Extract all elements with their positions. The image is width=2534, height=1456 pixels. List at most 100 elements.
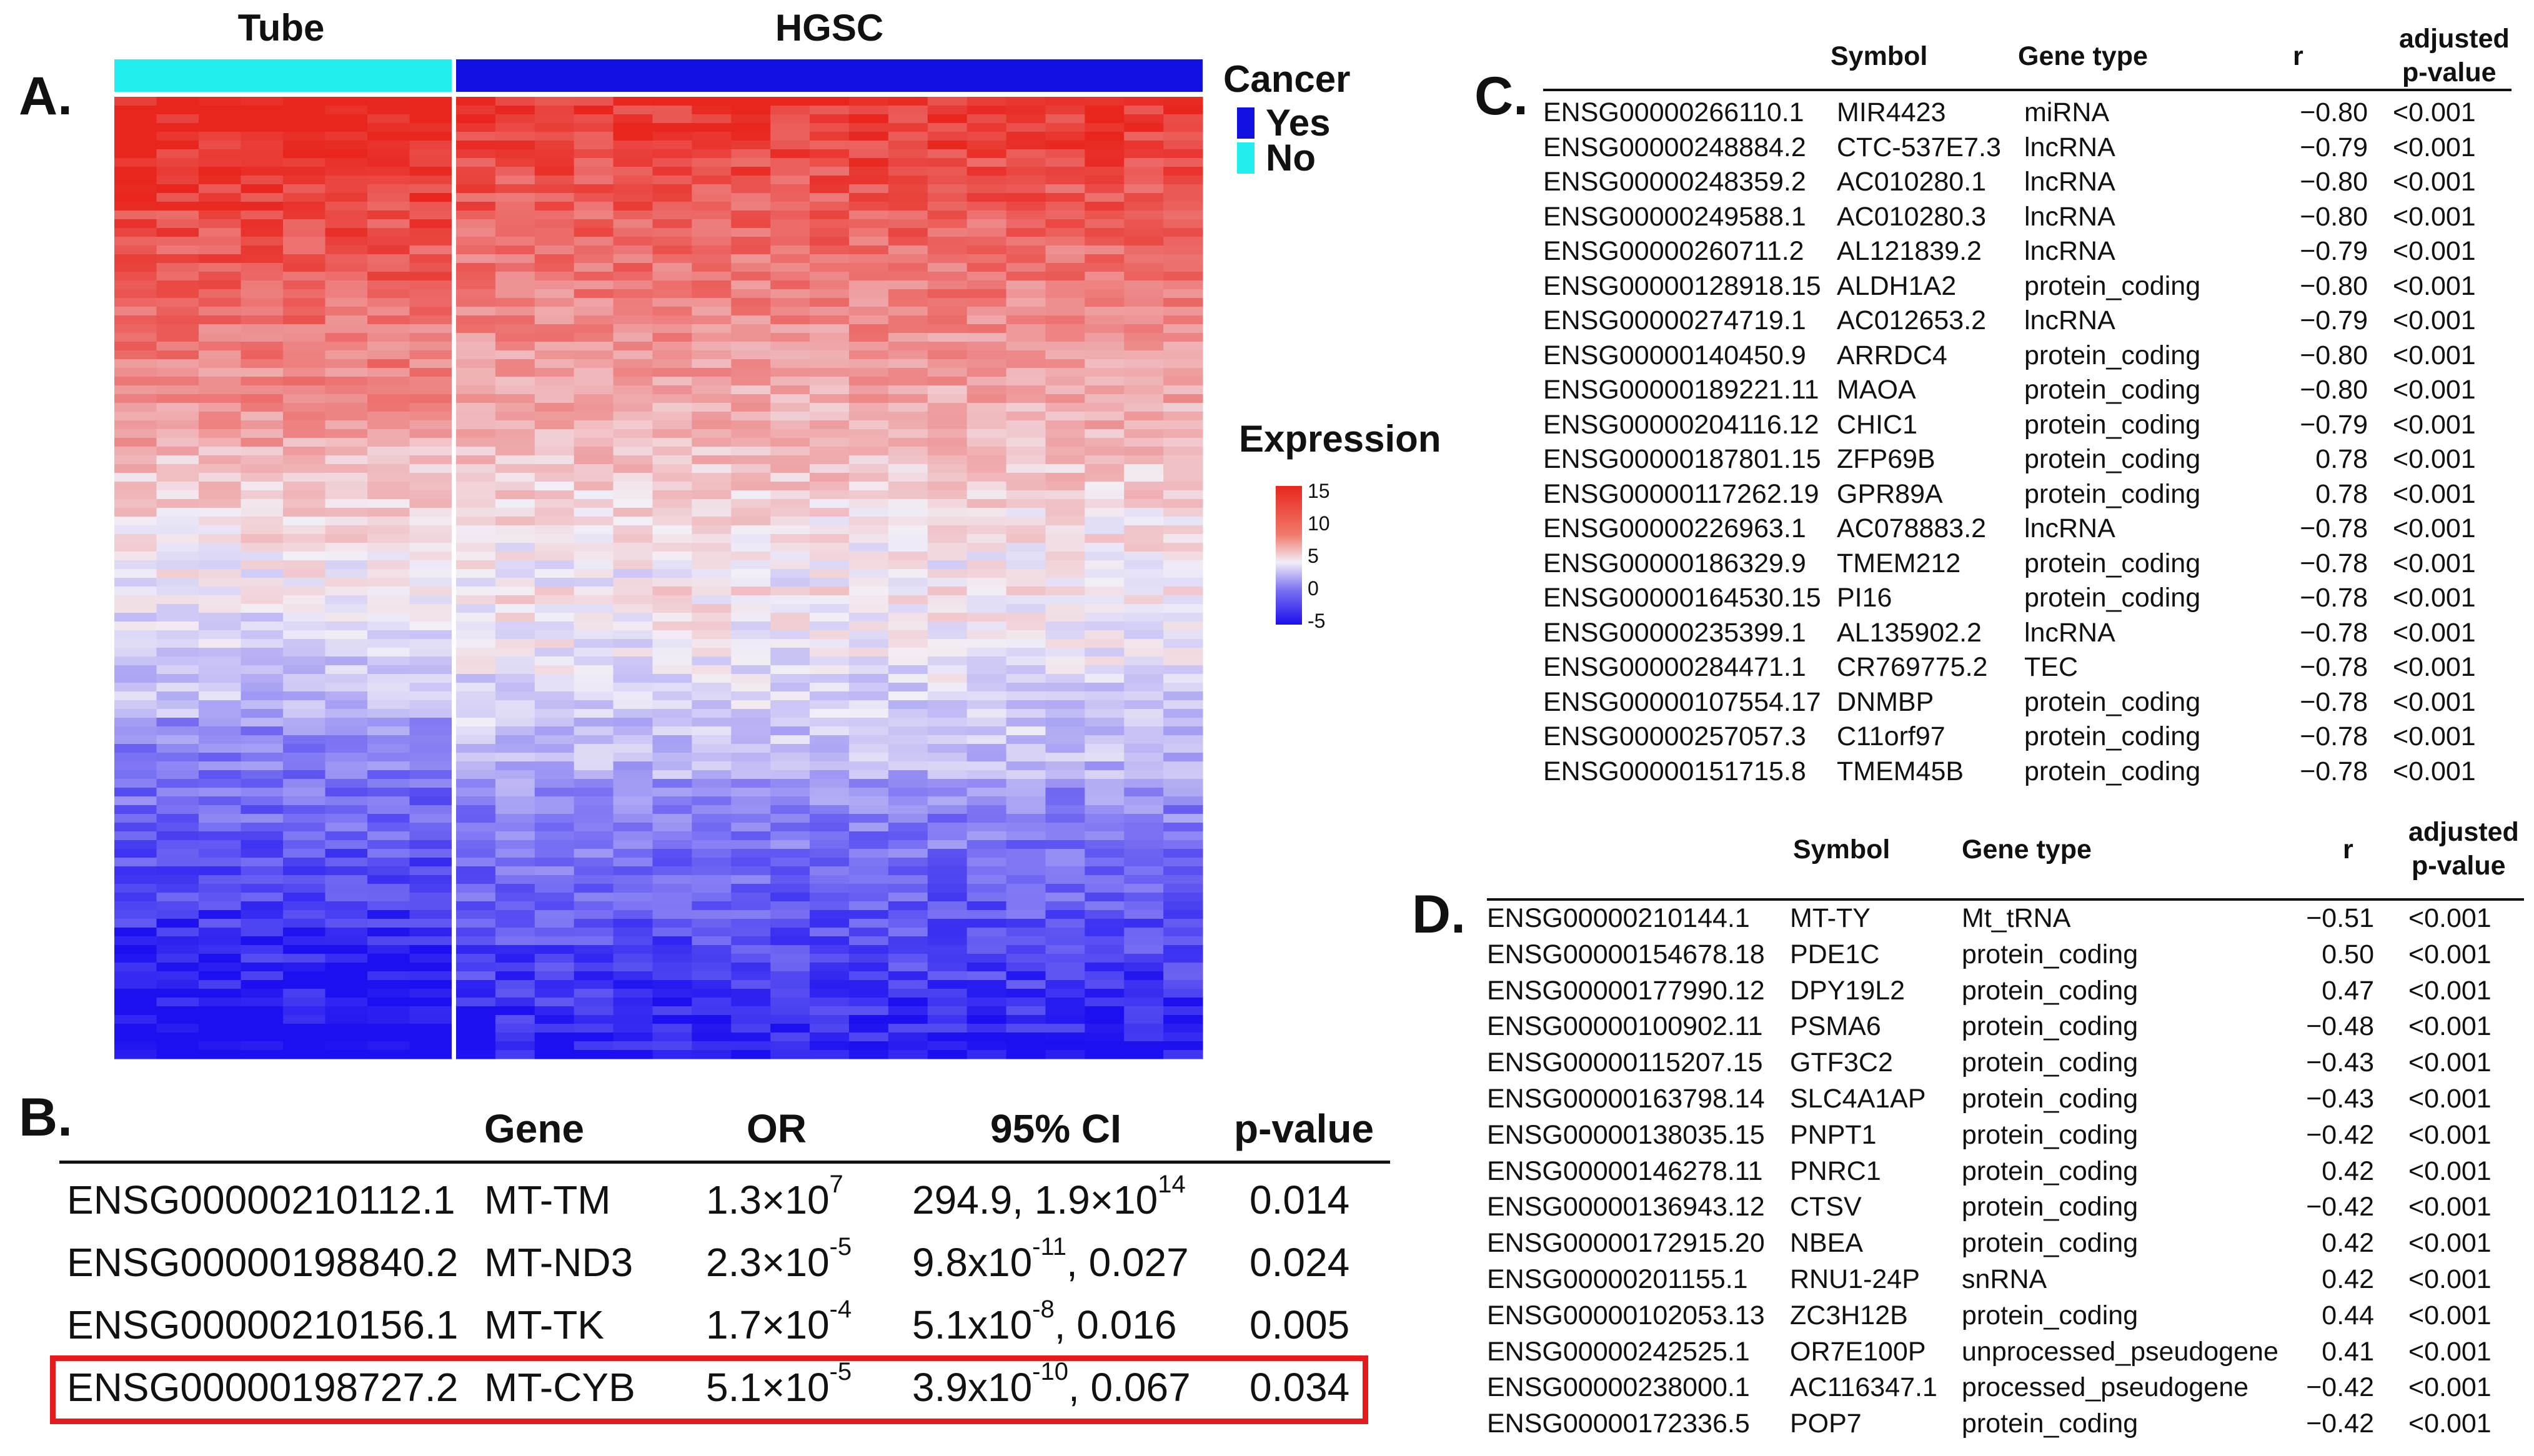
heatmap-cell xyxy=(810,394,850,404)
heatmap-cell xyxy=(1163,482,1203,491)
heatmap-cell xyxy=(927,744,968,753)
heatmap-cell xyxy=(810,971,850,981)
heatmap-cell xyxy=(1085,954,1125,963)
heatmap-cell xyxy=(848,560,889,570)
heatmap-cell xyxy=(1163,412,1203,421)
table-row: ENSG00000198840.2 MT-ND3 2.3×10-5 9.8x10… xyxy=(59,1228,1390,1290)
heatmap-cell xyxy=(1045,945,1085,954)
heatmap-cell xyxy=(652,665,692,675)
heatmap-cell xyxy=(770,779,810,788)
heatmap-cell xyxy=(114,429,157,438)
heatmap-cell xyxy=(927,447,968,456)
heatmap-cell xyxy=(692,919,732,928)
heatmap-cell xyxy=(574,176,614,185)
heatmap-cell xyxy=(283,875,326,884)
heatmap-cell xyxy=(731,517,771,526)
heatmap-cell xyxy=(966,700,1007,710)
cancer-yes-swatch xyxy=(1237,107,1255,139)
ensembl-id: ENSG00000136943.12 xyxy=(1487,1192,1765,1222)
heatmap-cell xyxy=(495,656,535,666)
heatmap-cell xyxy=(534,954,575,963)
heatmap-cell xyxy=(1163,622,1203,631)
heatmap-cell xyxy=(613,639,653,648)
heatmap-cell xyxy=(1163,648,1203,657)
heatmap-cell xyxy=(1124,560,1164,570)
heatmap-cell xyxy=(367,779,410,788)
heatmap-cell xyxy=(1124,219,1164,229)
heatmap-cell xyxy=(810,228,850,237)
heatmap-cell xyxy=(574,167,614,176)
ensembl-id: ENSG00000100902.11 xyxy=(1487,1011,1763,1042)
heatmap-cell xyxy=(534,228,575,237)
heatmap-cell xyxy=(367,788,410,797)
gene-symbol: AC012653.2 xyxy=(1837,305,1987,335)
heatmap-cell xyxy=(241,447,284,456)
correlation-r: −0.80 xyxy=(2300,167,2368,197)
heatmap-cell xyxy=(1085,1006,1125,1016)
heatmap-cell xyxy=(770,525,810,535)
heatmap-cell xyxy=(409,525,452,535)
heatmap-cell xyxy=(114,482,157,491)
heatmap-cell xyxy=(966,858,1007,867)
heatmap-cell xyxy=(848,543,889,552)
heatmap-cell xyxy=(1085,989,1125,998)
heatmap-cell xyxy=(692,648,732,657)
heatmap-cell xyxy=(888,429,928,438)
heatmap-cell xyxy=(1163,455,1203,465)
heatmap-cell xyxy=(1163,193,1203,202)
heatmap-cell xyxy=(613,998,653,1007)
heatmap-cell xyxy=(409,639,452,648)
heatmap-cell xyxy=(1163,508,1203,517)
heatmap-cell xyxy=(848,114,889,124)
heatmap-cell xyxy=(927,761,968,771)
heatmap-cell xyxy=(770,499,810,508)
heatmap-cell xyxy=(199,569,242,578)
heatmap-cell xyxy=(1163,552,1203,561)
heatmap-cell xyxy=(325,814,368,823)
heatmap-cell xyxy=(848,665,889,675)
heatmap-cell xyxy=(1045,910,1085,919)
heatmap-cell xyxy=(495,893,535,902)
heatmap-cell xyxy=(534,141,575,150)
gene-type: lncRNA xyxy=(2024,617,2115,648)
heatmap-cell xyxy=(652,141,692,150)
heatmap-cell xyxy=(770,429,810,438)
heatmap-cell xyxy=(966,193,1007,202)
heatmap-cell xyxy=(1085,184,1125,194)
heatmap-cell xyxy=(495,1041,535,1051)
heatmap-cell xyxy=(495,403,535,412)
correlation-r: −0.51 xyxy=(2306,903,2374,933)
heatmap-cell xyxy=(1045,761,1085,771)
heatmap-cell xyxy=(114,289,157,299)
heatmap-cell xyxy=(534,875,575,884)
heatmap-cell xyxy=(241,342,284,351)
heatmap-cell xyxy=(534,831,575,841)
heatmap-cell xyxy=(325,805,368,815)
heatmap-cell xyxy=(1085,280,1125,290)
heatmap-cell xyxy=(283,272,326,281)
heatmap-cell xyxy=(966,744,1007,753)
ensembl-id: ENSG00000138035.15 xyxy=(1487,1119,1765,1150)
heatmap-cell xyxy=(1045,490,1085,500)
heatmap-cell xyxy=(199,656,242,666)
heatmap-cell xyxy=(367,718,410,727)
heatmap-cell xyxy=(367,176,410,185)
heatmap-cell xyxy=(534,1024,575,1033)
heatmap-cell xyxy=(241,403,284,412)
heatmap-cell xyxy=(114,447,157,456)
heatmap-cell xyxy=(367,770,410,780)
table-row: ENSG00000210156.1 MT-TK 1.7×10-4 5.1x10-… xyxy=(59,1290,1390,1353)
heatmap-cell xyxy=(114,455,157,465)
heatmap-cell xyxy=(1045,989,1085,998)
heatmap-cell xyxy=(409,665,452,675)
heatmap-cell xyxy=(652,149,692,159)
heatmap-cell xyxy=(1085,560,1125,570)
heatmap-cell xyxy=(1085,578,1125,587)
heatmap-cell xyxy=(848,412,889,421)
heatmap-cell xyxy=(534,158,575,167)
heatmap-cell xyxy=(810,447,850,456)
heatmap-cell xyxy=(770,971,810,981)
heatmap-cell xyxy=(241,622,284,631)
heatmap-cell xyxy=(241,971,284,981)
heatmap-cell xyxy=(1124,324,1164,334)
